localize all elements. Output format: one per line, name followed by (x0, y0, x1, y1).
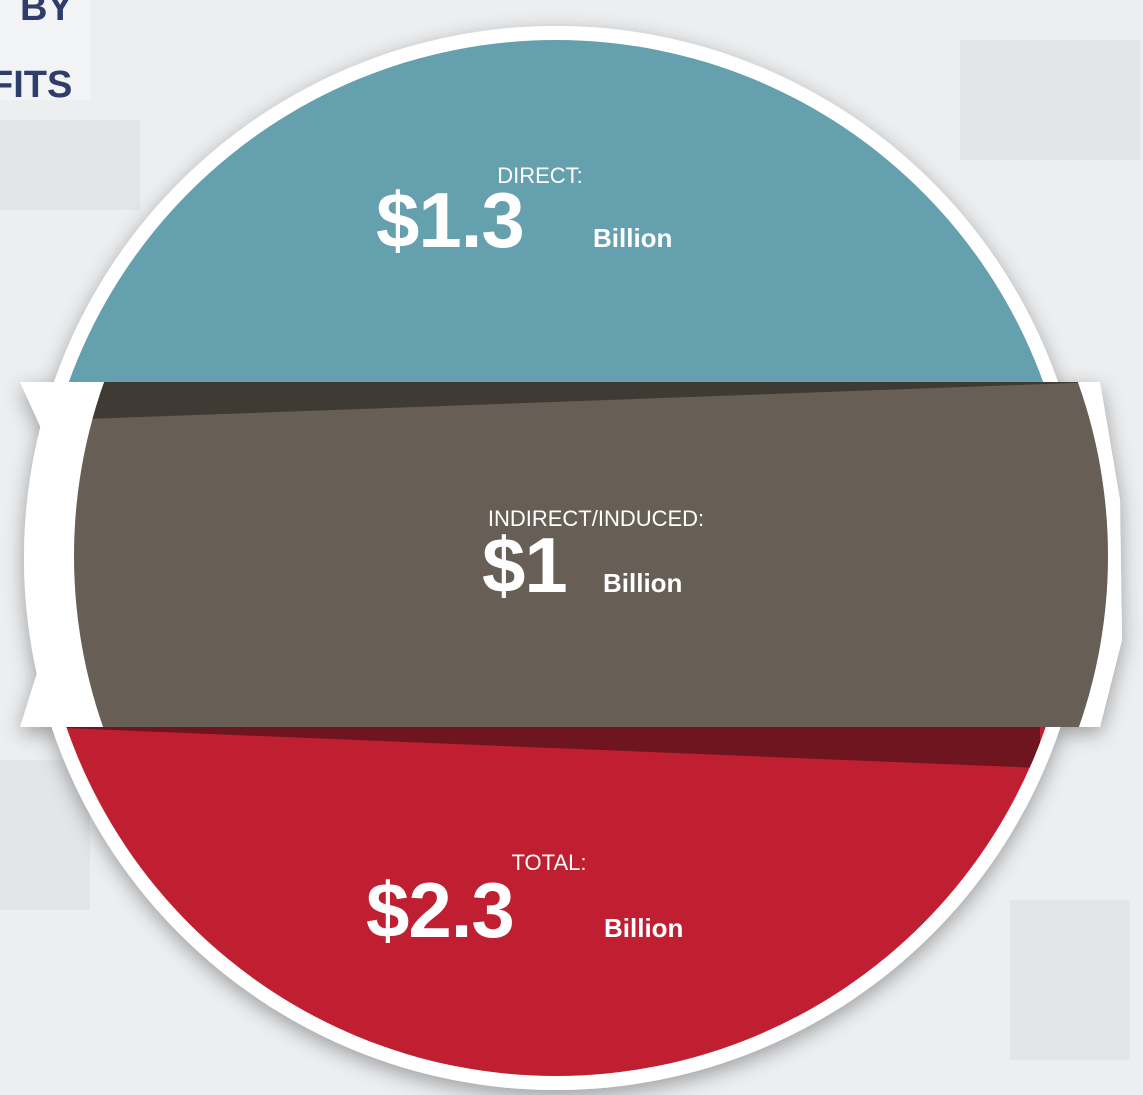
indirect-band (74, 382, 1108, 727)
section: TOTAL: $2.3 Billion (366, 850, 683, 954)
background-tiles (0, 0, 1140, 1060)
section-unit: Billion (604, 913, 683, 943)
section-value: $1.3 (376, 176, 524, 264)
section: INDIRECT/INDUCED: $1 Billion (482, 506, 704, 609)
band-shadow (74, 382, 1100, 420)
section-unit: Billion (593, 223, 672, 253)
band-shadow (40, 727, 1040, 768)
section-value: $2.3 (366, 866, 514, 954)
section-label: INDIRECT/INDUCED: (488, 506, 704, 531)
section-label: TOTAL: (512, 850, 587, 875)
header-line: FITS (0, 64, 72, 106)
section: DIRECT: $1.3 Billion (376, 163, 672, 264)
section-unit: Billion (603, 568, 682, 598)
section-value: $1 (482, 521, 567, 609)
header-line: BY (20, 0, 73, 29)
section-label: DIRECT: (497, 163, 583, 188)
middle-band (74, 382, 1108, 727)
